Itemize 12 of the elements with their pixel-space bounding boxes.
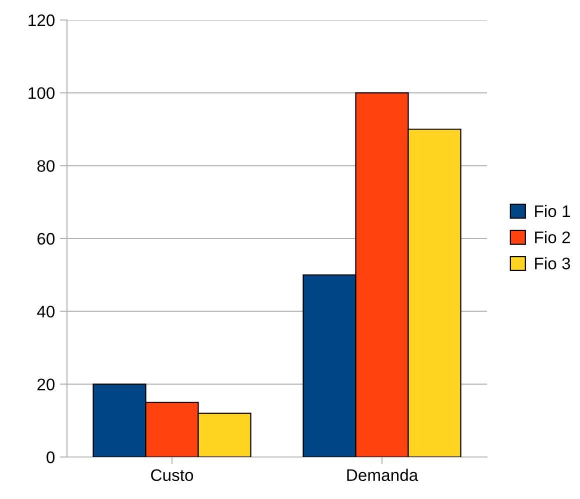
y-tick-label: 100 xyxy=(28,87,55,100)
x-tick-label: Custo xyxy=(151,469,194,482)
y-tick-label: 20 xyxy=(37,378,55,390)
legend-label: Fio 1 xyxy=(535,204,570,218)
legend-label: Fio 3 xyxy=(535,257,570,270)
y-tick-label: 0 xyxy=(46,451,55,464)
legend-label: Fio 2 xyxy=(535,231,570,244)
y-tick-label: 120 xyxy=(28,14,55,26)
x-tick-label: Demanda xyxy=(347,468,418,482)
y-tick-label: 80 xyxy=(37,160,55,172)
y-tick-label: 60 xyxy=(38,232,55,245)
y-tick-label: 40 xyxy=(37,306,55,318)
